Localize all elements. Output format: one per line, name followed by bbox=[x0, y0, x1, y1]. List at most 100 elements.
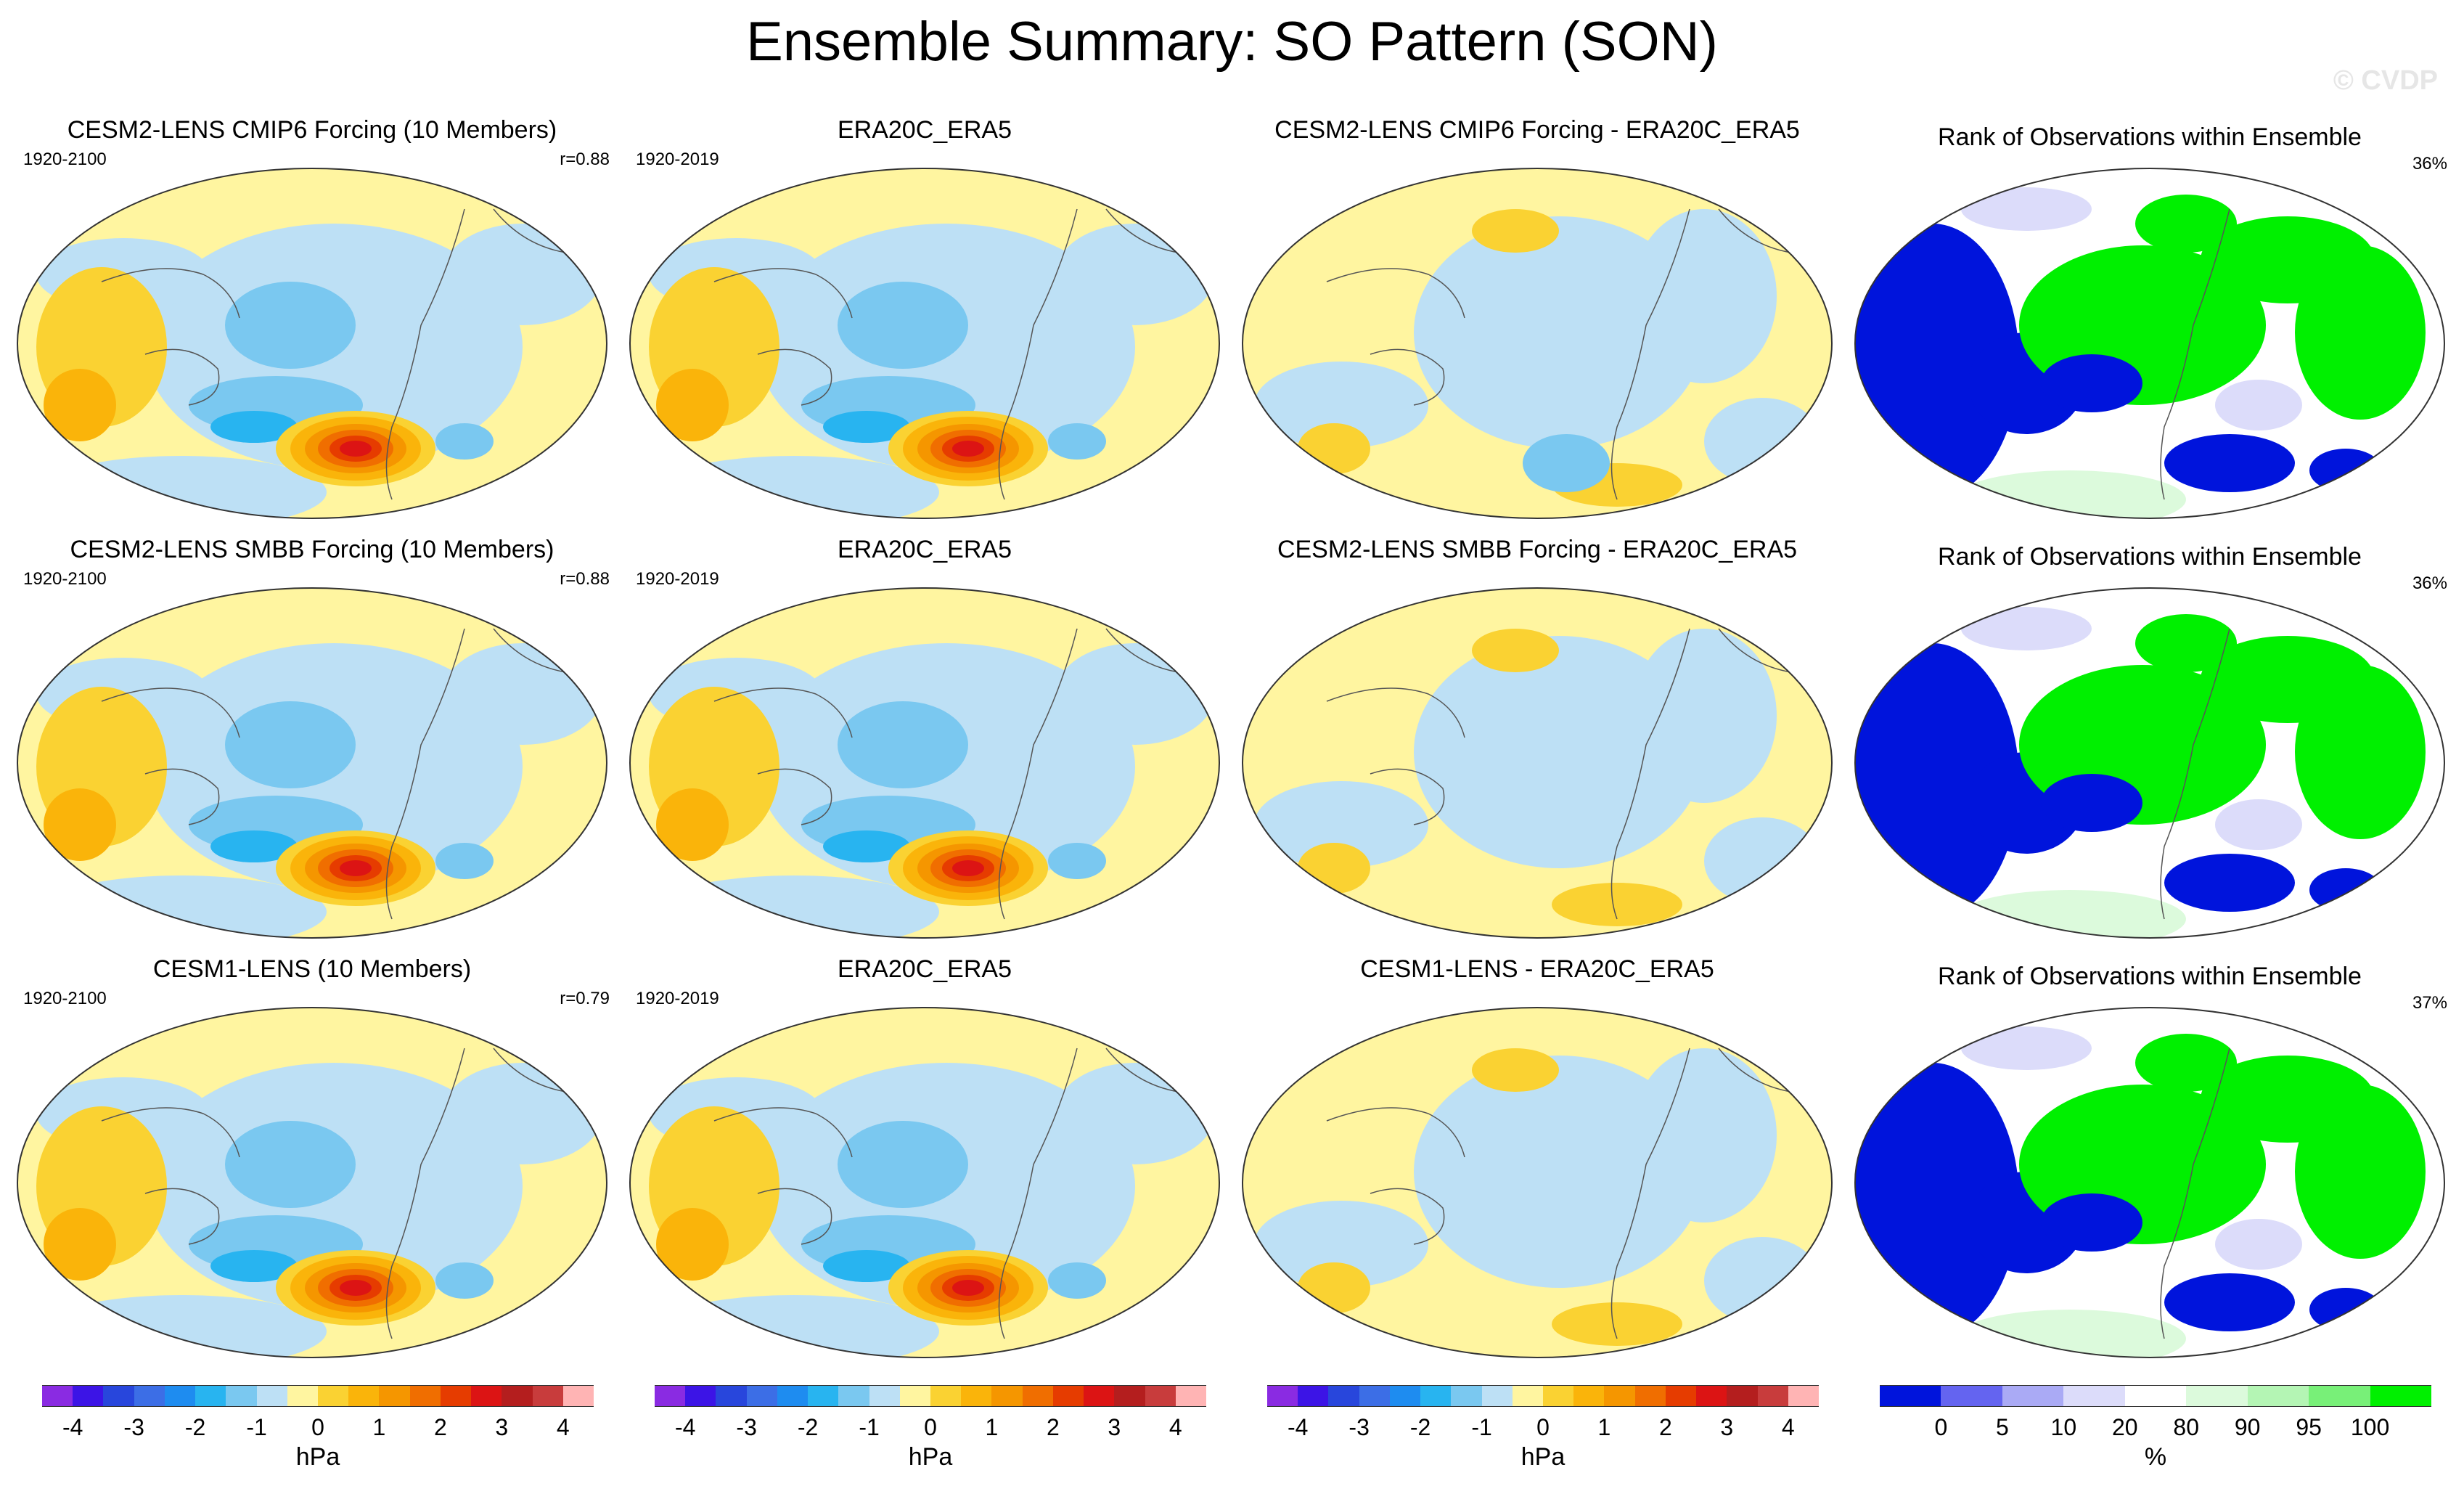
obs-panel-2: ERA20C_ERA5 1920-2019 bbox=[620, 955, 1229, 1362]
rank-region-10 bbox=[2215, 1219, 2302, 1270]
colorbar-tick-label: 5 bbox=[1995, 1414, 2009, 1440]
diff-panel-1: CESM2-LENS SMBB Forcing - ERA20C_ERA5 bbox=[1232, 536, 1842, 942]
colorbar-swatch-5 bbox=[1420, 1385, 1452, 1407]
high-pressure-ring-5 bbox=[952, 441, 984, 457]
panel-title: ERA20C_ERA5 bbox=[837, 536, 1012, 563]
rank-region-6 bbox=[2041, 774, 2142, 832]
colorbar-unit: hPa bbox=[1520, 1443, 1565, 1471]
panel-period: 1920-2019 bbox=[636, 989, 719, 1008]
contour-blob-5 bbox=[225, 1121, 356, 1208]
colorbar-swatch-12 bbox=[1634, 1385, 1666, 1407]
colorbar-tick-label: -1 bbox=[1471, 1414, 1492, 1440]
model-panel-0: CESM2-LENS CMIP6 Forcing (10 Members) 192… bbox=[7, 116, 617, 523]
colorbar-swatch-7 bbox=[869, 1385, 901, 1407]
rank-panel-0: Rank of Observations within Ensemble 36% bbox=[1845, 116, 2455, 523]
colorbar-swatch-11 bbox=[991, 1385, 1023, 1407]
panel-title: CESM2-LENS CMIP6 Forcing (10 Members) bbox=[67, 116, 557, 144]
contour-blob-5 bbox=[1298, 423, 1370, 474]
contour-blob-2 bbox=[1055, 643, 1215, 745]
colorbar-tick-label: 20 bbox=[2111, 1414, 2138, 1440]
map-border bbox=[629, 587, 1220, 939]
map-8 bbox=[17, 1007, 607, 1358]
map-6 bbox=[1242, 587, 1833, 939]
colorbar-swatch-6 bbox=[2247, 1385, 2309, 1407]
colorbar-unit: hPa bbox=[295, 1443, 340, 1471]
contour-blob-7 bbox=[823, 411, 910, 443]
colorbar-swatch-13 bbox=[440, 1385, 472, 1407]
colorbar-tick-label: -3 bbox=[1348, 1414, 1370, 1440]
coastlines bbox=[101, 628, 567, 920]
colorbar-swatch-3 bbox=[2063, 1385, 2126, 1407]
colorbar-swatch-4 bbox=[2124, 1385, 2187, 1407]
colorbar-swatch-9 bbox=[1543, 1385, 1574, 1407]
rank-region-10 bbox=[2215, 380, 2302, 430]
colorbar-swatch-1 bbox=[73, 1385, 104, 1407]
colorbar-swatch-11 bbox=[1604, 1385, 1636, 1407]
panel-period: 1920-2019 bbox=[636, 569, 719, 589]
contour-blob-2 bbox=[443, 224, 602, 325]
map-0 bbox=[17, 168, 607, 519]
model-panel-2: CESM1-LENS (10 Members) 1920-2100 r=0.79 bbox=[7, 955, 617, 1362]
colorbar-swatch-5 bbox=[2186, 1385, 2248, 1407]
pattern-correlation: r=0.88 bbox=[560, 569, 610, 589]
coastlines bbox=[2160, 1048, 2230, 1339]
rank-region-11 bbox=[1961, 187, 2092, 231]
colorbar-swatch-15 bbox=[1727, 1385, 1759, 1407]
contour-blob-8 bbox=[435, 423, 494, 460]
colorbar-swatch-2 bbox=[103, 1385, 135, 1407]
colorbar-tick-label: 4 bbox=[1781, 1414, 1795, 1440]
colorbar-tick-label: -4 bbox=[674, 1414, 696, 1440]
contour-blob-8 bbox=[435, 843, 494, 879]
colorbar-swatch-10 bbox=[348, 1385, 380, 1407]
contour-blob-2 bbox=[1632, 209, 1777, 383]
colorbar-swatch-5 bbox=[808, 1385, 839, 1407]
colorbar-swatch-11 bbox=[379, 1385, 411, 1407]
rank-region-5 bbox=[2135, 1034, 2237, 1092]
panel-title: ERA20C_ERA5 bbox=[837, 955, 1012, 983]
colorbar-swatch-4 bbox=[164, 1385, 196, 1407]
panel-title: ERA20C_ERA5 bbox=[837, 116, 1012, 144]
panel-title: CESM1-LENS - ERA20C_ERA5 bbox=[1360, 955, 1714, 983]
contour-blob-6 bbox=[1552, 1302, 1682, 1346]
panel-period: 1920-2100 bbox=[23, 569, 107, 589]
colorbar-tick-label: 0 bbox=[311, 1414, 324, 1440]
high-pressure-ring-5 bbox=[340, 441, 372, 457]
colorbar-hpa-2: -4 -3 -2 -1 0 1 2 3 4 hPa bbox=[1267, 1385, 1820, 1479]
panel-period: 1920-2019 bbox=[636, 150, 719, 169]
colorbar-swatch-5 bbox=[195, 1385, 226, 1407]
map-border bbox=[17, 1007, 607, 1358]
colorbar-tick-label: -3 bbox=[123, 1414, 144, 1440]
colorbar-tick-label: 10 bbox=[2050, 1414, 2077, 1440]
colorbar-swatch-6 bbox=[838, 1385, 870, 1407]
colorbar-tick-label: 100 bbox=[2350, 1414, 2390, 1440]
colorbar-swatch-8 bbox=[899, 1385, 931, 1407]
colorbar-swatch-10 bbox=[961, 1385, 992, 1407]
contour-blob-5 bbox=[838, 282, 968, 369]
rank-region-7 bbox=[2164, 434, 2295, 492]
coastlines bbox=[713, 628, 1179, 920]
rank-panel-2: Rank of Observations within Ensemble 37% bbox=[1845, 955, 2455, 1362]
map-border bbox=[629, 1007, 1220, 1358]
map-5 bbox=[629, 587, 1220, 939]
panel-title: Rank of Observations within Ensemble bbox=[1938, 963, 2362, 990]
high-pressure-ring-5 bbox=[340, 1280, 372, 1296]
colorbar-tick-label: 80 bbox=[2173, 1414, 2200, 1440]
map-border bbox=[1242, 1007, 1833, 1358]
cvdp-watermark: © CVDP bbox=[2333, 65, 2438, 96]
colorbar-swatch-16 bbox=[1757, 1385, 1789, 1407]
rank-percent: 37% bbox=[2412, 993, 2447, 1013]
map-4 bbox=[17, 587, 607, 939]
colorbar-tick-label: 95 bbox=[2296, 1414, 2322, 1440]
colorbar-swatch-4 bbox=[777, 1385, 809, 1407]
contour-blob-6 bbox=[1552, 883, 1682, 926]
colorbar-swatch-8 bbox=[287, 1385, 319, 1407]
colorbar-tick-label: 3 bbox=[1720, 1414, 1734, 1440]
contour-blob-7 bbox=[823, 1250, 910, 1282]
rank-region-4 bbox=[2295, 245, 2426, 420]
contour-blob-2 bbox=[1632, 1048, 1777, 1222]
colorbar-swatch-12 bbox=[409, 1385, 441, 1407]
colorbar-unit: % bbox=[2144, 1443, 2167, 1471]
colorbar-tick-label: 3 bbox=[495, 1414, 509, 1440]
colorbar-tick-label: -4 bbox=[62, 1414, 83, 1440]
colorbar-tick-label: 1 bbox=[985, 1414, 999, 1440]
